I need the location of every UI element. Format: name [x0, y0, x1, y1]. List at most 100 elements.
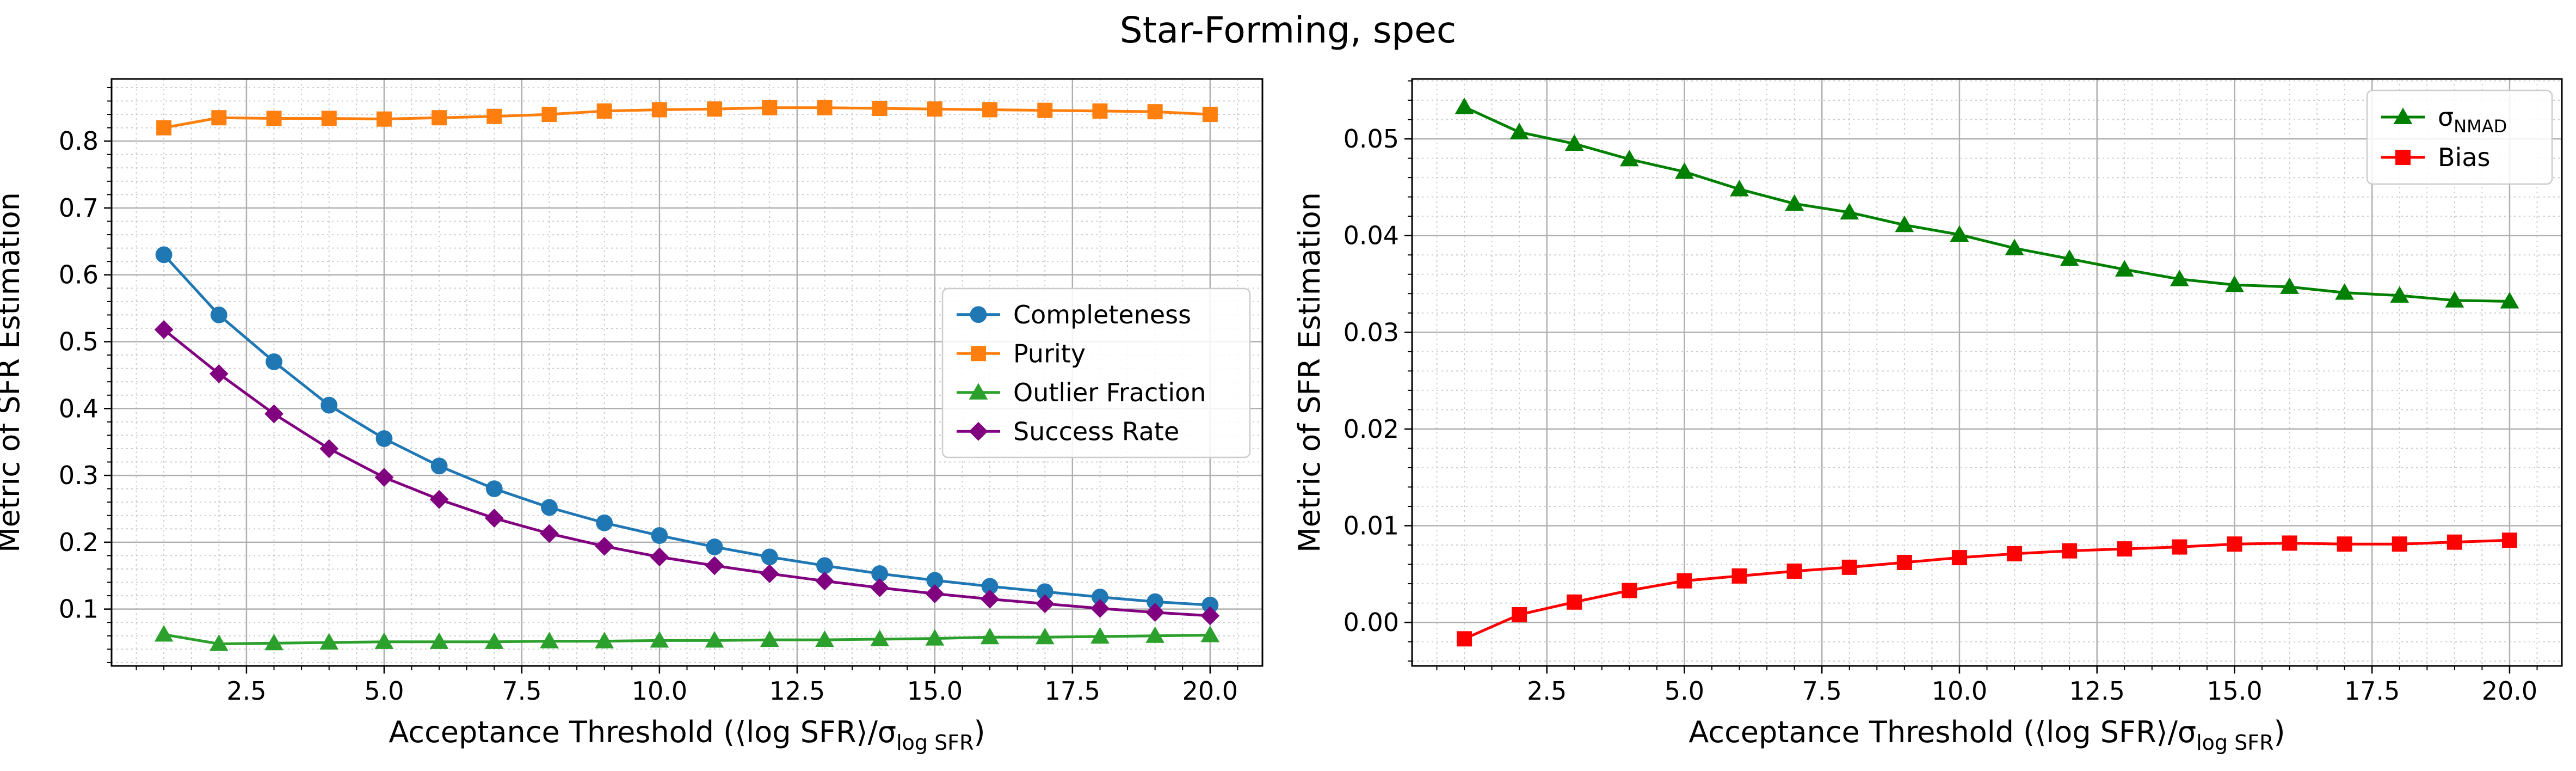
data-point [1731, 568, 1747, 584]
data-point [486, 108, 502, 124]
legend-marker [971, 346, 986, 362]
data-point [432, 110, 447, 126]
x-tick-label: 12.5 [769, 676, 825, 706]
data-point [541, 107, 557, 123]
data-point [2005, 238, 2024, 255]
data-point [374, 468, 394, 487]
y-axis-label: Metric of SFR Estimation [0, 192, 26, 553]
data-point [1896, 554, 1912, 570]
y-tick-label: 0.00 [1344, 608, 1399, 637]
data-point [760, 564, 779, 583]
data-point [266, 111, 282, 126]
y-tick-label: 0.05 [1344, 124, 1399, 154]
data-point [2062, 543, 2078, 559]
data-point [707, 101, 723, 117]
data-point [376, 111, 392, 127]
legend: Completeness Purity Outlier Fraction Succes… [941, 287, 1251, 458]
left-panel: 2.5 5.0 7.5 10.0 12.5 15.0 17.5 20.0 0.1 0.2 0.3 0.… [0, 78, 1264, 755]
series-line [163, 328, 1211, 617]
data-point [1090, 627, 1110, 644]
data-point [817, 100, 833, 115]
data-point [871, 565, 889, 582]
data-point [1895, 215, 1914, 232]
data-point [319, 633, 339, 650]
data-point [154, 625, 174, 642]
y-axis-label: Metric of SFR Estimation [1292, 192, 1327, 553]
legend-marker [969, 421, 988, 441]
data-point [429, 632, 449, 649]
data-point [1512, 607, 1527, 622]
data-point [2172, 539, 2187, 555]
data-point [1092, 103, 1108, 119]
data-point [650, 631, 669, 648]
y-tick-label: 0.5 [59, 327, 98, 357]
data-point [650, 547, 669, 567]
x-axis-label: Acceptance Threshold (⟨log SFR⟩/σlog SFR… [389, 715, 985, 755]
data-point [1785, 194, 1804, 211]
y-tick-label: 0.8 [59, 126, 98, 156]
x-tick-label: 5.0 [1665, 676, 1704, 706]
data-point [980, 627, 1000, 645]
x-tick-label: 17.5 [1045, 676, 1100, 706]
y-tick-label: 0.01 [1344, 511, 1399, 540]
data-point [870, 629, 890, 646]
data-point [1619, 150, 1639, 167]
legend-marker [2393, 107, 2413, 125]
data-point [484, 509, 504, 528]
y-tick-label: 0.7 [59, 193, 98, 223]
data-point [430, 457, 448, 475]
data-point [2282, 535, 2297, 551]
data-point [1036, 583, 1053, 601]
legend-label: Bias [2438, 143, 2491, 172]
y-tick-label: 0.02 [1344, 414, 1399, 444]
data-point [872, 101, 888, 117]
legend-frame [2366, 89, 2553, 185]
legend-label: Outlier Fraction [1013, 378, 1206, 407]
data-point [651, 102, 667, 118]
data-point [815, 571, 834, 591]
y-tick-label: 0.04 [1344, 221, 1399, 250]
data-point [2337, 536, 2352, 552]
x-tick-label: 20.0 [2482, 676, 2537, 706]
data-point [211, 110, 227, 126]
data-point [2445, 291, 2464, 308]
x-tick-label: 5.0 [364, 676, 404, 706]
data-point [1202, 107, 1218, 123]
data-point [1147, 104, 1163, 120]
data-point [374, 632, 394, 649]
data-point [1730, 180, 1749, 197]
data-point [1567, 594, 1582, 610]
data-point [596, 103, 612, 119]
x-tick-label: 2.5 [1527, 676, 1567, 706]
right-panel: 2.5 5.0 7.5 10.0 12.5 15.0 17.5 20.0 0.00 0.01 0.0… [1292, 78, 2563, 755]
x-tick-label: 17.5 [2344, 676, 2400, 706]
legend-frame [941, 287, 1251, 458]
data-point [870, 578, 890, 597]
data-point [2227, 536, 2242, 552]
data-point [815, 630, 834, 647]
data-point [209, 364, 229, 383]
data-point [706, 539, 723, 555]
data-point [2446, 534, 2462, 550]
data-point [595, 632, 614, 648]
series-line [163, 633, 1210, 645]
data-point [484, 632, 504, 649]
data-point [1677, 573, 1692, 589]
data-point [1455, 97, 1474, 114]
data-point [2500, 292, 2519, 309]
data-point [1200, 626, 1220, 642]
data-point [210, 307, 227, 323]
data-point [925, 629, 945, 646]
data-point [1090, 599, 1110, 618]
data-point [651, 527, 668, 544]
data-point [1035, 627, 1055, 645]
legend-label: Purity [1013, 339, 1086, 368]
x-axis-label: Acceptance Threshold (⟨log SFR⟩/σlog SFR… [1688, 715, 2285, 755]
legend-label: Success Rate [1013, 417, 1179, 446]
data-point [1841, 559, 1857, 575]
data-point [2117, 541, 2133, 557]
data-point [154, 320, 174, 339]
data-point [2007, 546, 2023, 561]
data-point [429, 489, 449, 509]
